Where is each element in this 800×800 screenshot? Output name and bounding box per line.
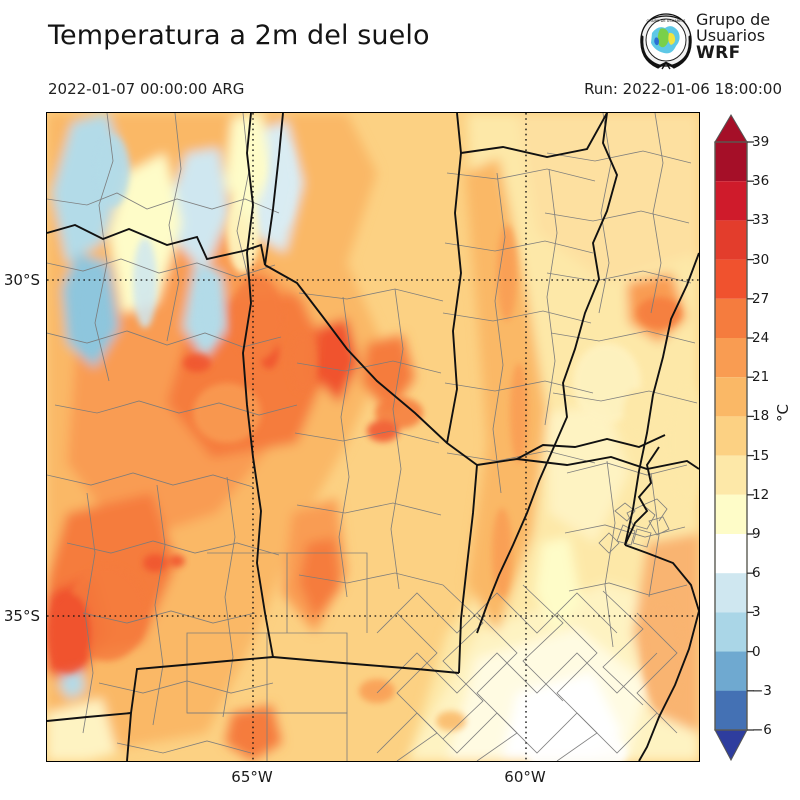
- x-axis-label-65W: 65°W: [231, 768, 273, 786]
- colorbar-gradient: [714, 114, 754, 762]
- colorbar[interactable]: 39 36 33 30 27 24 21 18 15 12 9 6 3 0 −3…: [712, 112, 800, 762]
- colorbar-tick-27: 27: [752, 290, 770, 307]
- colorbar-tick-m6: −6: [752, 722, 772, 738]
- valid-time-label: 2022-01-07 00:00:00 ARG: [48, 80, 245, 98]
- temperature-map[interactable]: [46, 112, 700, 762]
- colorbar-tick-21: 21: [752, 369, 770, 386]
- logo-wordmark: Grupo de Usuarios WRF: [696, 10, 798, 63]
- colorbar-tick-m3: −3: [752, 682, 772, 699]
- y-axis-label-35S: 35°S: [3, 607, 40, 625]
- logo-line-2: Usuarios: [696, 26, 766, 46]
- colorbar-tick-6: 6: [752, 565, 761, 582]
- svg-text:GRUPO DE USUARIOS: GRUPO DE USUARIOS: [647, 19, 687, 23]
- logo-line-1: Grupo de: [696, 10, 771, 29]
- y-axis-label-30S: 30°S: [3, 271, 40, 289]
- wrf-user-group-logo: GRUPO DE USUARIOS Grupo de Usuarios WRF: [638, 10, 798, 74]
- page-title: Temperatura a 2m del suelo: [48, 20, 430, 51]
- colorbar-tick-12: 12: [752, 486, 770, 503]
- colorbar-tick-33: 33: [752, 212, 770, 229]
- globe-emblem-icon: GRUPO DE USUARIOS: [640, 13, 692, 70]
- colorbar-tick-30: 30: [752, 251, 770, 268]
- colorbar-unit-label: °C: [774, 404, 792, 422]
- colorbar-tick-15: 15: [752, 447, 770, 464]
- colorbar-tick-39: 39: [752, 134, 770, 150]
- colorbar-tick-18: 18: [752, 408, 770, 425]
- colorbar-tick-3: 3: [752, 604, 761, 621]
- colorbar-tick-24: 24: [752, 330, 770, 346]
- colorbar-tick-0: 0: [752, 643, 761, 660]
- colorbar-tick-36: 36: [752, 173, 770, 190]
- map-raster: [47, 113, 699, 761]
- run-time-label: Run: 2022-01-06 18:00:00: [584, 80, 782, 98]
- x-axis-label-60W: 60°W: [504, 768, 546, 786]
- logo-line-3: WRF: [696, 42, 741, 63]
- colorbar-tick-9: 9: [752, 526, 761, 542]
